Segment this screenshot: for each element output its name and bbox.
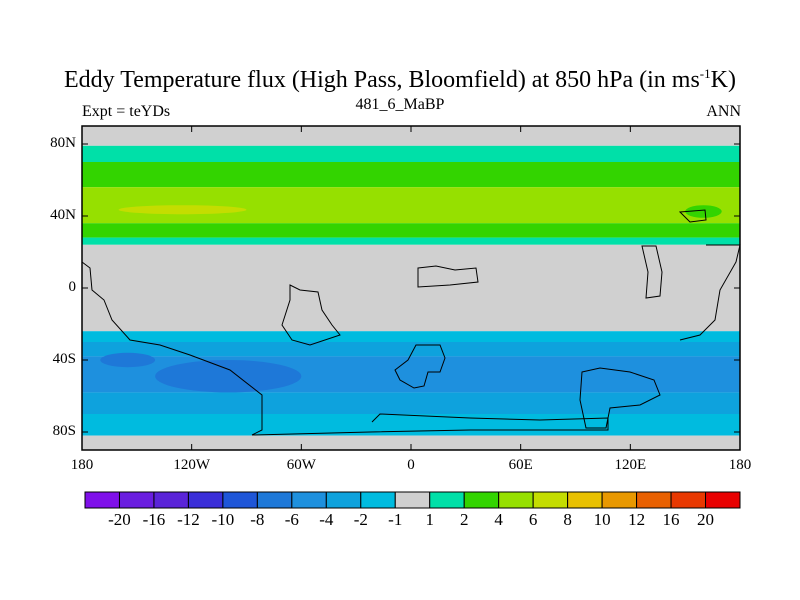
colorbar-box xyxy=(153,491,189,509)
x-tick-label: 180 xyxy=(728,457,752,473)
flux-band-4 xyxy=(82,223,740,238)
colorbar-label: -4 xyxy=(319,510,334,529)
run-label: 481_6_MaBP xyxy=(355,96,445,113)
flux-band-12 xyxy=(82,435,740,450)
colorbar-label: -12 xyxy=(177,510,200,529)
colorbar-box xyxy=(360,491,396,509)
flux-band-0 xyxy=(82,126,740,146)
chart-title: Eddy Temperature flux (High Pass, Bloomf… xyxy=(64,66,736,93)
x-tick-label: 180 xyxy=(70,457,94,473)
flux-band-10 xyxy=(82,392,740,414)
colorbar-box xyxy=(463,491,500,509)
flux-band-7 xyxy=(82,331,740,342)
flux-band-5 xyxy=(82,237,740,245)
colorbar-box xyxy=(394,491,431,509)
colorbar-label: -8 xyxy=(250,510,265,529)
x-tick-label: 0 xyxy=(407,457,415,473)
experiment-label: Expt = teYDs xyxy=(82,103,171,120)
colorbar-label: 20 xyxy=(697,510,715,529)
colorbar-box xyxy=(325,491,362,509)
flux-band-1 xyxy=(82,145,740,162)
flux-feature-4 xyxy=(685,205,722,218)
colorbar-box xyxy=(84,491,120,509)
y-tick-label: 40S xyxy=(52,351,76,367)
coastline-americas xyxy=(81,261,341,436)
colorbar-label: 4 xyxy=(494,510,503,529)
colorbar-label: -20 xyxy=(108,510,131,529)
colorbar-label: 16 xyxy=(662,510,680,529)
y-tick-label: 80S xyxy=(52,423,76,439)
x-tick-label: 120W xyxy=(173,457,210,473)
colorbar-label: 10 xyxy=(593,510,611,529)
flux-band-2 xyxy=(82,162,740,188)
period-label: ANN xyxy=(706,103,741,120)
x-tick-label: 60W xyxy=(286,457,316,473)
colorbar-box xyxy=(670,491,707,509)
colorbar-box xyxy=(429,491,465,509)
flux-band-3 xyxy=(82,187,740,224)
y-tick-label: 0 xyxy=(68,279,77,295)
colorbar-box xyxy=(636,491,672,509)
axes xyxy=(81,125,741,451)
colorbar-label: 6 xyxy=(528,510,538,529)
flux-band-11 xyxy=(82,414,740,436)
coastline-antarctica xyxy=(251,413,609,436)
colorbar-box xyxy=(118,491,155,509)
y-tick-label: 40N xyxy=(50,207,76,223)
flux-band-8 xyxy=(82,342,740,357)
colorbar-box xyxy=(291,491,327,509)
colorbar-label: -10 xyxy=(211,510,235,529)
y-tick-label: 80N xyxy=(50,135,76,151)
colorbar-label: -6 xyxy=(284,510,299,529)
flux-band-6 xyxy=(82,244,740,332)
colorbar-label: -1 xyxy=(388,510,403,529)
colorbar-label: 2 xyxy=(459,510,469,529)
colorbar-box xyxy=(532,491,569,509)
colorbar-box xyxy=(705,491,741,509)
flux-feature-0 xyxy=(118,205,247,215)
flux-feature-2 xyxy=(155,360,302,393)
colorbar-box xyxy=(222,491,258,509)
colorbar-box xyxy=(498,491,534,509)
colorbar-label: -2 xyxy=(353,510,368,529)
x-tick-label: 60E xyxy=(508,457,533,473)
colorbar-box xyxy=(567,491,603,509)
colorbar xyxy=(84,491,741,509)
flux-field xyxy=(82,126,740,450)
colorbar-label: 12 xyxy=(628,510,646,529)
colorbar-label: 1 xyxy=(425,510,434,529)
colorbar-label: -16 xyxy=(142,510,166,529)
flux-feature-3 xyxy=(100,352,156,368)
colorbar-box xyxy=(601,491,638,509)
colorbar-box xyxy=(187,491,224,509)
coastline-middle-east xyxy=(417,265,479,288)
coastlines xyxy=(81,209,741,436)
colorbar-box xyxy=(256,491,293,509)
coastline-africa-europe xyxy=(394,344,446,389)
colorbar-label: 8 xyxy=(563,510,572,529)
x-tick-label: 120E xyxy=(614,457,647,473)
